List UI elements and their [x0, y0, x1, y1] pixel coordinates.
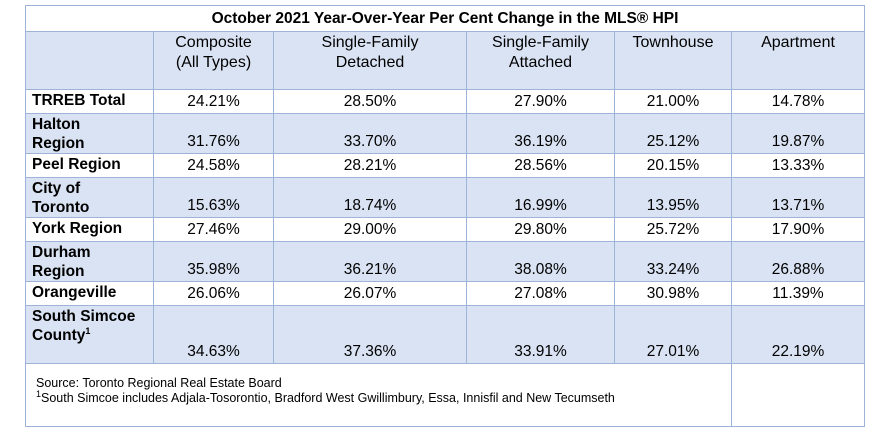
value-cell: 26.88%: [730, 241, 866, 282]
table-row: Halton Region 31.76% 33.70% 36.19% 25.12% 19.8…: [25, 113, 866, 154]
table-row: City of Toronto 15.63% 18.74% 16.99% 13.95% 13…: [25, 177, 866, 218]
table-row: South Simcoe County1 34.63% 37.36% 33.91% 27.…: [25, 305, 866, 364]
value-cell: 29.00%: [273, 217, 467, 242]
row-label-line: City of: [32, 180, 81, 197]
value-cell: 26.06%: [153, 281, 274, 306]
value-cell: 28.21%: [273, 153, 467, 178]
value-cell: 15.63%: [153, 177, 274, 218]
value-cell: 17.90%: [730, 217, 866, 242]
value-cell: 16.99%: [466, 177, 615, 218]
row-label: City of Toronto: [25, 177, 154, 218]
column-header-line: Detached: [335, 54, 405, 71]
value-cell: 25.72%: [614, 217, 732, 242]
footnote-row: Source: Toronto Regional Real Estate Boa…: [25, 363, 866, 427]
column-header-apartment: Apartment: [730, 31, 866, 90]
column-header-single-family-detached: Single-Family Detached: [273, 31, 467, 90]
value-cell: 21.00%: [614, 89, 732, 114]
hpi-table: October 2021 Year-Over-Year Per Cent Cha…: [24, 5, 866, 427]
column-header-townhouse: Townhouse: [614, 31, 732, 90]
value-cell: 29.80%: [466, 217, 615, 242]
column-header-single-family-attached: Single-Family Attached: [466, 31, 615, 90]
value-cell: 11.39%: [730, 281, 866, 306]
value-cell: 27.90%: [466, 89, 615, 114]
value-cell: 13.71%: [730, 177, 866, 218]
value-cell: 18.74%: [273, 177, 467, 218]
value-cell: 19.87%: [730, 113, 866, 154]
value-cell: 33.91%: [466, 305, 615, 364]
source-note: Source: Toronto Regional Real Estate Boa…: [36, 376, 282, 390]
row-label-line: Toronto: [32, 199, 90, 216]
row-label: Halton Region: [25, 113, 154, 154]
value-cell: 36.19%: [466, 113, 615, 154]
value-cell: 37.36%: [273, 305, 467, 364]
row-label: Peel Region: [25, 153, 154, 178]
row-label-line: Peel Region: [32, 156, 121, 173]
table-title: October 2021 Year-Over-Year Per Cent Cha…: [24, 5, 866, 32]
footnote-marker: 1: [36, 388, 42, 399]
header-row: Composite (All Types) Single-Family Detach…: [25, 31, 866, 90]
value-cell: 31.76%: [153, 113, 274, 154]
row-label: Durham Region: [25, 241, 154, 282]
column-header-line: Single-Family: [492, 34, 589, 51]
row-label-line: Orangeville: [32, 284, 117, 301]
header-corner: [25, 31, 154, 90]
footnote-cell: Source: Toronto Regional Real Estate Boa…: [25, 363, 732, 427]
value-cell: 34.63%: [153, 305, 274, 364]
value-cell: 33.70%: [273, 113, 467, 154]
value-cell: 28.56%: [466, 153, 615, 178]
row-label-line: Region: [32, 263, 85, 280]
table-row: Durham Region 35.98% 36.21% 38.08% 33.24% 26.8…: [25, 241, 866, 282]
row-label: South Simcoe County1: [25, 305, 154, 364]
value-cell: 30.98%: [614, 281, 732, 306]
value-cell: 35.98%: [153, 241, 274, 282]
column-header-composite: Composite (All Types): [153, 31, 274, 90]
hpi-table-container: October 2021 Year-Over-Year Per Cent Cha…: [24, 5, 866, 427]
row-label-line: Durham: [32, 244, 91, 261]
value-cell: 27.01%: [614, 305, 732, 364]
value-cell: 25.12%: [614, 113, 732, 154]
row-label: York Region: [25, 217, 154, 242]
value-cell: 20.15%: [614, 153, 732, 178]
value-cell: 24.21%: [153, 89, 274, 114]
row-label-line: Halton: [32, 116, 81, 133]
row-footnote-marker: 1: [85, 325, 91, 336]
value-cell: 27.46%: [153, 217, 274, 242]
value-cell: 26.07%: [273, 281, 467, 306]
table-row: Orangeville 26.06% 26.07% 27.08% 30.98% 11.39…: [25, 281, 866, 306]
value-cell: 36.21%: [273, 241, 467, 282]
value-cell: 24.58%: [153, 153, 274, 178]
table-row: York Region 27.46% 29.00% 29.80% 25.72% 17.90…: [25, 217, 866, 242]
column-header-line: Single-Family: [321, 34, 419, 51]
row-label: Orangeville: [25, 281, 154, 306]
row-label-line: Region: [32, 135, 85, 152]
value-cell: 33.24%: [614, 241, 732, 282]
value-cell: 22.19%: [730, 305, 866, 364]
table-row: Peel Region 24.58% 28.21% 28.56% 20.15% 13.33…: [25, 153, 866, 178]
table-row: TRREB Total 24.21% 28.50% 27.90% 21.00% 14.78…: [25, 89, 866, 114]
footnote-text: 1South Simcoe includes Adjala-Tosorontio…: [36, 388, 731, 406]
value-cell: 27.08%: [466, 281, 615, 306]
value-cell: 13.95%: [614, 177, 732, 218]
row-label-line: TRREB Total: [32, 92, 126, 109]
row-label: TRREB Total: [25, 89, 154, 114]
footnote-empty-cell: [730, 363, 866, 427]
value-cell: 38.08%: [466, 241, 615, 282]
column-header-line: (All Types): [175, 54, 252, 71]
value-cell: 13.33%: [730, 153, 866, 178]
footnote-body: South Simcoe includes Adjala-Tosorontio,…: [41, 391, 615, 405]
column-header-line: Townhouse: [632, 34, 714, 51]
row-label-line: South Simcoe: [32, 308, 136, 325]
column-header-line: Apartment: [761, 34, 835, 51]
column-header-line: Attached: [508, 54, 573, 71]
value-cell: 14.78%: [730, 89, 866, 114]
column-header-line: Composite: [175, 34, 252, 51]
row-label-line: York Region: [32, 220, 123, 237]
value-cell: 28.50%: [273, 89, 467, 114]
row-label-line: County: [32, 327, 86, 344]
